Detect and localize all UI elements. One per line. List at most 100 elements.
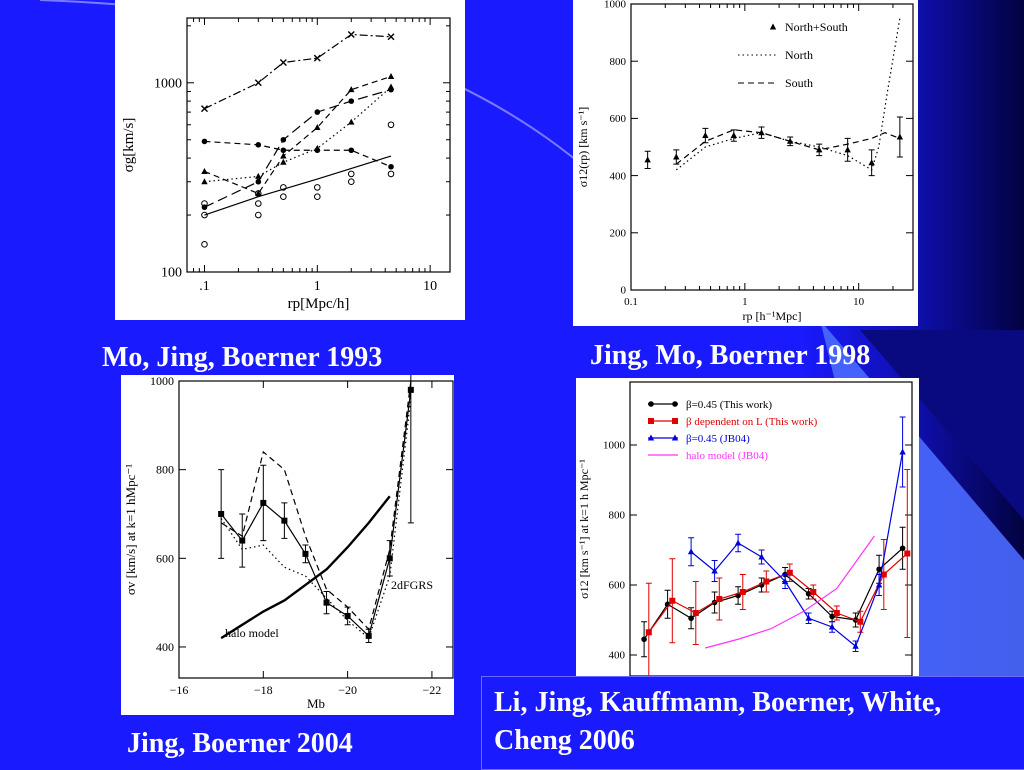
legend-marker	[672, 401, 678, 407]
data-point	[347, 30, 355, 38]
data-point	[758, 553, 765, 560]
legend-marker	[647, 434, 655, 441]
y-tick-label: 600	[156, 551, 174, 565]
data-point	[781, 578, 789, 584]
data-point	[829, 613, 835, 620]
data-point	[201, 138, 208, 145]
data-point	[805, 590, 812, 597]
data-point	[899, 545, 906, 552]
y-tick-label: 800	[156, 463, 174, 477]
data-point	[904, 550, 911, 557]
y-axis-label: σ12(rp) [km s⁻¹]	[576, 107, 590, 187]
series-line-3	[220, 398, 412, 640]
series-line-2	[220, 380, 412, 631]
y-tick-label: 200	[610, 227, 627, 239]
scatter-point	[314, 193, 321, 201]
data-point	[711, 567, 718, 574]
caption-panel-2: Jing, Mo, Boerner 1998	[590, 340, 871, 371]
data-point	[896, 133, 904, 140]
data-point	[255, 172, 262, 179]
data-point	[281, 517, 288, 524]
data-point	[280, 147, 287, 154]
caption-box-panel-4: Li, Jing, Kauffmann, Boerner, White, Che…	[481, 676, 1024, 770]
y-tick-label: 100	[161, 266, 182, 281]
scatter-point	[255, 211, 262, 219]
y-tick-label: 400	[609, 650, 626, 662]
data-point	[673, 153, 680, 160]
y-tick-label: 800	[609, 510, 626, 522]
chart-panel-jing-boerner-2004: −16 −18 −20 −22 400 600 800 1000 Mb σv [km/s] at …	[121, 375, 454, 715]
legend-label: North+South	[785, 20, 848, 34]
scatter-point	[280, 184, 287, 191]
y-tick-label: 1000	[603, 440, 626, 452]
scatter-point	[255, 190, 262, 197]
scatter-point	[347, 178, 355, 186]
scatter-point	[314, 184, 321, 191]
series-line-2	[675, 18, 901, 171]
x-tick-label: 10	[853, 296, 865, 308]
data-point	[323, 599, 330, 606]
data-point	[810, 589, 817, 595]
x-tick-label: −20	[338, 683, 357, 697]
chart-mo-jing-boerner-1993: .1 1 10 100 1000 rp[Mpc/h] σg[km/s]	[121, 17, 451, 312]
data-point	[279, 59, 287, 66]
data-point	[833, 610, 840, 616]
data-point	[805, 614, 812, 621]
legend-label: North	[785, 48, 813, 62]
y-tick-label: 0	[621, 285, 627, 297]
y-tick-label: 600	[609, 580, 626, 592]
data-point	[644, 156, 651, 163]
series-line-3	[204, 140, 392, 168]
data-point	[255, 178, 262, 185]
legend-marker	[672, 418, 678, 424]
scatter-point	[280, 193, 287, 201]
data-point	[344, 612, 351, 619]
scatter-point	[201, 211, 208, 219]
caption-panel-3: Jing, Boerner 2004	[127, 728, 353, 759]
x-tick-label: 1	[314, 279, 321, 294]
data-point	[314, 109, 321, 115]
data-point	[254, 79, 262, 87]
legend-label: β=0.45 (This work)	[686, 399, 772, 411]
data-point	[201, 167, 208, 174]
chart-panel-li-et-al-2006: 400 600 800 1000 σ12 [km s⁻¹] at k=1 h Mpc⁻¹…	[576, 378, 919, 678]
scatter-point	[201, 200, 208, 207]
data-point	[255, 142, 262, 148]
legend-marker	[671, 434, 679, 441]
caption-panel-4-line-2: Cheng 2006	[494, 725, 635, 756]
data-point	[739, 589, 746, 595]
data-point	[218, 510, 225, 517]
x-tick-label: −16	[170, 683, 189, 697]
caption-panel-4-line-1: Li, Jing, Kauffmann, Boerner, White,	[494, 687, 942, 718]
legend-label: halo model (JB04)	[686, 450, 768, 462]
data-point	[880, 571, 887, 578]
y-axis-label: σg[km/s]	[121, 118, 137, 173]
x-axis-label: Mb	[307, 696, 325, 711]
series-line-4	[220, 495, 391, 640]
x-tick-label: 1	[742, 296, 748, 308]
series-line-4	[705, 535, 875, 649]
data-point	[763, 578, 770, 585]
data-point	[255, 189, 262, 196]
data-point	[899, 448, 906, 455]
scatter-point	[387, 121, 395, 129]
x-tick-label: 0.1	[624, 296, 638, 308]
data-point	[407, 386, 414, 393]
y-tick-label: 1000	[150, 375, 174, 388]
chart-panel-jing-mo-boerner-1998: 0.1 1 10 0 200 400 600 800 1000 rp [h⁻¹Mpc] σ12(rp…	[573, 0, 918, 326]
data-point	[280, 152, 287, 159]
data-point	[387, 72, 395, 79]
scatter-point	[255, 200, 262, 207]
legend-marker	[648, 418, 654, 424]
data-point	[260, 499, 267, 506]
data-point	[852, 642, 859, 649]
data-point	[844, 146, 851, 153]
caption-panel-1: Mo, Jing, Boerner 1993	[102, 342, 383, 373]
y-tick-label: 400	[610, 170, 627, 182]
data-point	[730, 132, 738, 139]
data-point	[857, 618, 864, 625]
data-point	[786, 569, 793, 576]
data-point	[734, 539, 742, 546]
y-axis-label: σ12 [km s⁻¹] at k=1 h Mpc⁻¹	[577, 459, 591, 599]
data-point	[280, 136, 287, 143]
